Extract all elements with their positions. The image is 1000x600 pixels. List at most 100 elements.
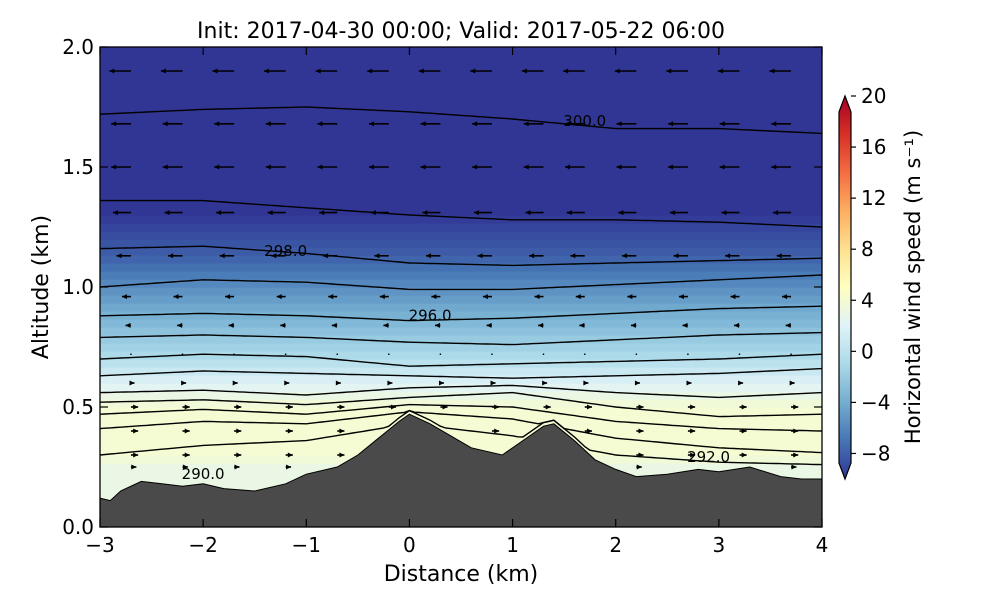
y-tick-label: 1.0 xyxy=(62,275,94,299)
wind-arrow xyxy=(583,380,589,386)
wind-arrow xyxy=(129,380,135,386)
contour-label: 292.0 xyxy=(687,448,730,466)
wind-arrow xyxy=(739,428,747,434)
wind-arrow xyxy=(564,121,585,127)
wind-arrow xyxy=(673,253,688,259)
wind-arrow xyxy=(425,253,441,259)
field-band xyxy=(100,103,822,112)
wind-arrow xyxy=(234,428,242,434)
field-band xyxy=(100,303,822,312)
wind-arrow xyxy=(725,253,740,259)
wind-arrow xyxy=(121,294,131,300)
isentrope-line xyxy=(100,199,822,228)
wind-arrow xyxy=(285,452,293,458)
field-band xyxy=(100,423,822,432)
field-band xyxy=(100,343,822,352)
wind-arrow xyxy=(563,68,585,74)
field-band xyxy=(100,79,822,88)
field-band xyxy=(100,319,822,328)
colorbar-tick-label: −8 xyxy=(861,441,890,465)
colorbar-tick-label: 0 xyxy=(861,339,874,363)
wind-arrow xyxy=(212,68,235,74)
y-axis-label: Altitude (km) xyxy=(29,215,54,359)
wind-arrow xyxy=(160,68,183,74)
wind-arrow xyxy=(232,380,238,386)
wind-arrow xyxy=(523,121,544,127)
field-band xyxy=(100,215,822,224)
wind-arrow xyxy=(234,464,240,470)
wind-arrow xyxy=(627,294,637,300)
x-tick-label: 3 xyxy=(712,533,725,557)
field-band xyxy=(100,271,822,280)
wind-arrow xyxy=(614,68,637,74)
wind-arrow xyxy=(687,404,696,410)
wind-arrow xyxy=(734,322,740,328)
wind-arrow xyxy=(265,121,286,127)
isentrope-line xyxy=(100,106,822,135)
isentrope-line xyxy=(100,367,822,379)
wind-arrow xyxy=(388,353,390,356)
field-band xyxy=(100,351,822,360)
field-band xyxy=(100,255,822,264)
field-band xyxy=(100,223,822,232)
wind-arrow xyxy=(285,404,293,410)
wind-arrow xyxy=(791,404,799,410)
wind-arrow xyxy=(130,428,139,434)
wind-arrow xyxy=(387,380,393,386)
field-band xyxy=(100,375,822,384)
wind-arrow xyxy=(782,294,792,300)
wind-arrow xyxy=(687,452,696,458)
wind-arrow xyxy=(322,253,338,259)
wind-arrow xyxy=(284,353,287,356)
wind-arrow xyxy=(285,464,292,470)
wind-arrow xyxy=(630,322,637,328)
wind-arrow xyxy=(162,121,183,127)
wind-arrow xyxy=(618,210,637,216)
wind-arrow xyxy=(686,380,692,386)
x-tick-label: 1 xyxy=(506,533,519,557)
wind-arrow xyxy=(636,452,644,458)
wind-arrow xyxy=(769,68,792,74)
wind-arrow xyxy=(666,68,688,74)
x-axis: −3 −2 −1 0 1 2 3 4 xyxy=(85,47,828,557)
y-tick-label: 2.0 xyxy=(62,35,94,59)
wind-arrow xyxy=(225,294,235,300)
wind-arrow xyxy=(636,464,642,470)
wind-arrow xyxy=(181,353,184,356)
wind-arrow xyxy=(182,464,188,470)
field-band xyxy=(100,335,822,344)
x-axis-label: Distance (km) xyxy=(384,562,539,587)
field-band xyxy=(100,263,822,272)
wind-arrow xyxy=(367,68,389,74)
wind-arrow xyxy=(440,404,448,410)
field-band xyxy=(100,431,822,440)
contour-label: 300.0 xyxy=(563,112,606,130)
x-tick-label: −3 xyxy=(85,533,114,557)
field-band xyxy=(100,191,822,200)
wind-arrow xyxy=(570,253,585,259)
wind-arrow xyxy=(337,428,345,434)
wind-arrow xyxy=(214,121,235,127)
field-band xyxy=(100,295,822,304)
wind-arrow xyxy=(335,380,341,386)
wind-arrow xyxy=(687,428,696,434)
wind-arrow xyxy=(525,210,544,216)
isentrope-line xyxy=(100,353,822,367)
field-band xyxy=(100,279,822,288)
colorbar-tick-label: 20 xyxy=(861,84,886,108)
field-band xyxy=(100,71,822,80)
wind-arrow xyxy=(730,294,740,300)
isentrope-line xyxy=(100,331,822,346)
wind-arrow xyxy=(721,210,740,216)
wind-arrow xyxy=(422,210,441,216)
field-band xyxy=(100,247,822,256)
field-band xyxy=(100,135,822,144)
wind-arrow xyxy=(331,322,338,328)
wind-arrow xyxy=(738,353,741,356)
wind-arrow xyxy=(473,210,492,216)
wind-arrow xyxy=(112,210,131,216)
wind-arrow xyxy=(771,164,792,170)
wind-arrow xyxy=(168,253,183,259)
wind-arrow xyxy=(317,121,338,127)
